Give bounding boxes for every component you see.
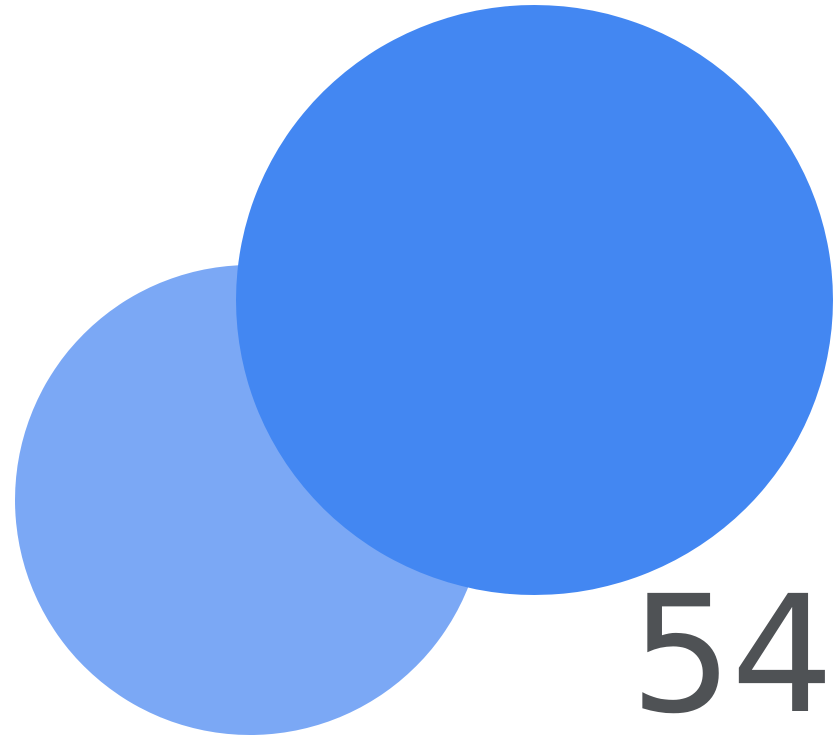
front-circle-shape [236, 5, 833, 595]
count-label: 54 [629, 562, 834, 740]
